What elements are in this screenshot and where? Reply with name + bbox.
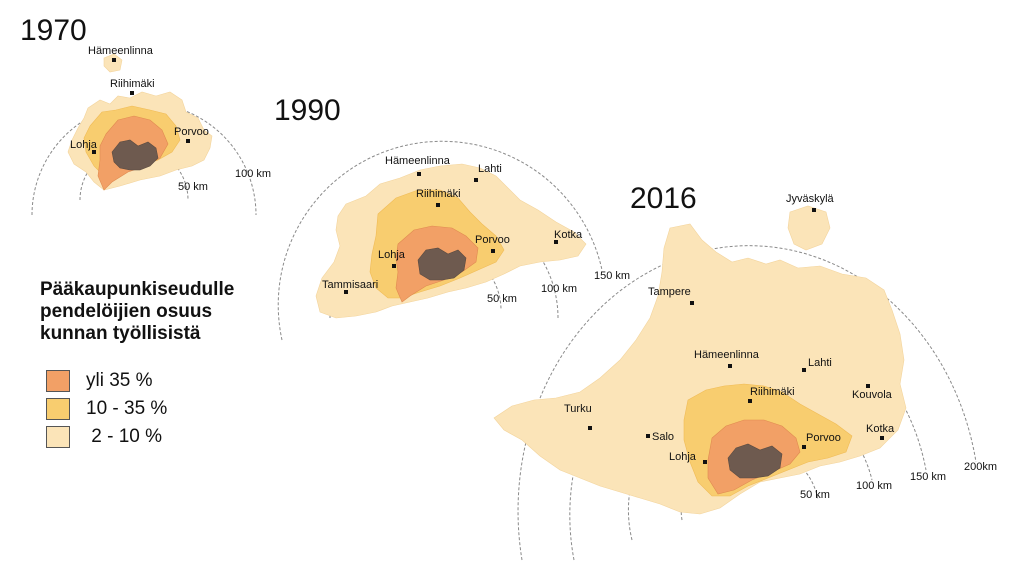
city-marker [491,249,495,253]
legend-swatch-low [46,426,70,448]
city-marker [92,150,96,154]
city-marker [690,301,694,305]
city-label: Riihimäki [750,386,795,398]
city-label: Porvoo [475,234,510,246]
city-label: Tammisaari [322,279,378,291]
legend-item-low: 2 - 10 % [46,425,162,449]
ring-distance-label: 100 km [541,283,577,295]
ring-distance-label: 100 km [235,168,271,180]
legend-item-high: yli 35 % [46,369,153,393]
zone-low-1970-north [103,53,123,73]
ring-distance-label: 100 km [856,480,892,492]
legend-title-line: kunnan työllisistä [40,323,201,344]
ring-labels: 50 km 100 km 50 km 100 km 150 km 50 km 100 km 1… [178,168,997,501]
city-label: Jyväskylä [786,193,835,205]
city-label: Riihimäki [110,78,155,90]
city-label: Turku [564,403,592,415]
city-marker [802,368,806,372]
city-marker [588,426,592,430]
ring-50km-1970 [79,145,189,201]
city-label: Hämeenlinna [385,155,451,167]
city-marker [812,208,816,212]
city-marker [186,139,190,143]
city-marker [866,384,870,388]
city-marker [344,290,348,294]
city-marker [748,399,752,403]
ring-distance-label: 200km [964,461,997,473]
city-marker [802,445,806,449]
city-marker [646,434,650,438]
city-marker [436,203,440,207]
city-label: Hämeenlinna [88,45,154,57]
ring-150km-1990 [277,140,603,341]
legend-label-mid: 10 - 35 % [86,398,168,419]
city-label: Lohja [378,249,406,261]
city-marker [880,436,884,440]
city-label: Riihimäki [416,188,461,200]
city-label: Kotka [866,423,895,435]
city-label: Hämeenlinna [694,349,760,361]
legend-item-mid: 10 - 35 % [46,397,167,421]
year-2016: 2016 [630,182,697,215]
year-1990: 1990 [274,94,341,127]
ring-distance-label: 50 km [178,181,208,193]
legend-swatch-high [46,370,70,392]
zone-low-2016-jyvaskyla [787,205,831,251]
city-label: Salo [652,431,674,443]
city-labels: Hämeenlinna Riihimäki Porvoo Lohja Hämeenlin… [70,45,895,464]
city-marker [392,264,396,268]
city-marker [112,58,116,62]
year-1970: 1970 [20,14,87,47]
ring-distance-label: 150 km [910,471,946,483]
ring-distance-label: 50 km [487,293,517,305]
city-marker [703,460,707,464]
city-marker [417,172,421,176]
ring-distance-label: 150 km [594,270,630,282]
city-label: Tampere [648,286,691,298]
city-label: Lahti [478,163,502,175]
legend-title-line: Pääkaupunkiseudulle [40,279,235,300]
city-marker [728,364,732,368]
city-label: Kotka [554,229,583,241]
map-1970 [31,53,257,216]
city-label: Kouvola [852,389,893,401]
city-label: Porvoo [806,432,841,444]
legend-title-line: pendelöijien osuus [40,301,213,322]
legend-label-low: 2 - 10 % [86,426,163,447]
city-label: Porvoo [174,126,209,138]
ring-distance-label: 50 km [800,489,830,501]
city-marker [474,178,478,182]
legend-swatch-mid [46,398,70,420]
legend-label-high: yli 35 % [86,370,153,391]
city-label: Lohja [669,451,697,463]
city-marker [554,240,558,244]
city-label: Lahti [808,357,832,369]
core-helsinki-2016 [727,443,783,479]
city-marker [130,91,134,95]
map-2016 [493,205,977,561]
map-1990 [277,140,603,341]
core-helsinki-1970 [111,139,159,171]
legend-title: Pääkaupunkiseudulle pendelöijien osuus k… [40,279,300,345]
city-label: Lohja [70,139,98,151]
core-helsinki-1990 [417,247,467,281]
